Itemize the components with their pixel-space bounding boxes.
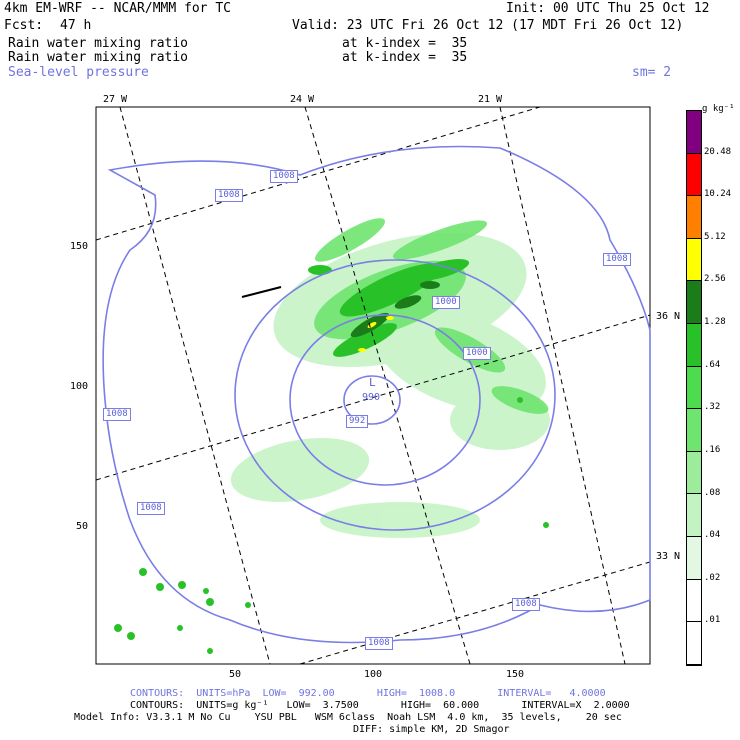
isobar-label: 1008 — [103, 408, 131, 421]
colorbar-level: .04 — [704, 530, 721, 541]
colorbar-swatch — [687, 324, 701, 367]
colorbar-swatch — [687, 196, 701, 239]
colorbar-level: .64 — [704, 359, 721, 370]
y-tick: 100 — [70, 381, 89, 392]
colorbar-swatch — [687, 111, 701, 154]
colorbar-level: 10.24 — [704, 189, 732, 200]
model-info: Model Info: V3.3.1 M No Cu YSU PBL WSM 6… — [74, 712, 622, 723]
diffusion-info: DIFF: simple KM, 2D Smagor — [353, 724, 510, 735]
isobar-label: 1008 — [137, 502, 165, 515]
colorbar-swatch — [687, 451, 701, 495]
colorbar-swatch — [687, 281, 701, 325]
colorbar — [686, 110, 702, 666]
isobar-label: 1008 — [215, 189, 243, 202]
field-name-3: Sea-level pressure — [8, 65, 149, 80]
colorbar-swatch — [687, 537, 701, 580]
lat-label: 33 N — [656, 551, 681, 562]
x-tick: 50 — [229, 669, 242, 680]
colorbar-swatch — [687, 409, 701, 452]
map-frame — [95, 106, 651, 665]
colorbar-swatch — [687, 622, 701, 665]
lon-label: 27 W — [103, 94, 128, 105]
model-title: 4km EM-WRF -- NCAR/MMM for TC — [4, 1, 231, 16]
lon-label: 21 W — [478, 94, 503, 105]
low-center-marker: L — [369, 376, 376, 389]
isobar-label: 992 — [346, 415, 369, 428]
y-tick: 150 — [70, 241, 89, 252]
colorbar-level: 2.56 — [704, 274, 726, 285]
colorbar-level: 20.48 — [704, 146, 732, 157]
contour-info-pressure: CONTOURS: UNITS=hPa LOW= 992.00 HIGH= 10… — [130, 688, 606, 699]
forecast-hours: 47 h — [60, 18, 92, 33]
field-name-2: Rain water mixing ratio — [8, 50, 189, 65]
colorbar-level: .08 — [704, 487, 721, 498]
isobar-label: 1008 — [365, 637, 393, 650]
x-tick: 150 — [506, 669, 525, 680]
field-name-1: Rain water mixing ratio — [8, 36, 189, 51]
isobar-label: 1008 — [512, 598, 540, 611]
isobar-label: 990 — [362, 392, 381, 403]
init-time: Init: 00 UTC Thu 25 Oct 12 — [506, 1, 710, 16]
colorbar-units: g kg⁻¹ — [702, 104, 735, 114]
colorbar-swatch — [687, 579, 701, 623]
colorbar-swatch — [687, 494, 701, 538]
colorbar-level: .02 — [704, 572, 721, 583]
colorbar-swatch — [687, 238, 701, 282]
field-level-1: at k-index = 35 — [342, 36, 468, 51]
isobar-label: 1008 — [603, 253, 631, 266]
colorbar-level: .01 — [704, 615, 721, 626]
valid-time: Valid: 23 UTC Fri 26 Oct 12 (17 MDT Fri … — [292, 18, 684, 33]
colorbar-level: 5.12 — [704, 231, 726, 242]
x-tick: 100 — [364, 669, 383, 680]
isobar-label: 1008 — [270, 170, 298, 183]
isobar-label: 1000 — [463, 347, 491, 360]
contour-info-rain: CONTOURS: UNITS=g kg⁻¹ LOW= 3.7500 HIGH=… — [130, 700, 630, 711]
isobar-label: 1000 — [432, 296, 460, 309]
colorbar-level: .16 — [704, 444, 721, 455]
lon-label: 24 W — [290, 94, 315, 105]
smoothing-label: sm= 2 — [632, 65, 672, 80]
rain-field — [114, 218, 550, 654]
colorbar-swatch — [687, 366, 701, 410]
forecast-label: Fcst: — [4, 18, 44, 33]
lat-label: 36 N — [656, 311, 681, 322]
y-tick: 50 — [76, 521, 89, 532]
colorbar-level: 1.28 — [704, 317, 726, 328]
colorbar-swatch — [687, 153, 701, 197]
graticule — [95, 106, 651, 665]
isobars — [102, 145, 651, 644]
colorbar-level: .32 — [704, 402, 721, 413]
field-level-2: at k-index = 35 — [342, 50, 468, 65]
